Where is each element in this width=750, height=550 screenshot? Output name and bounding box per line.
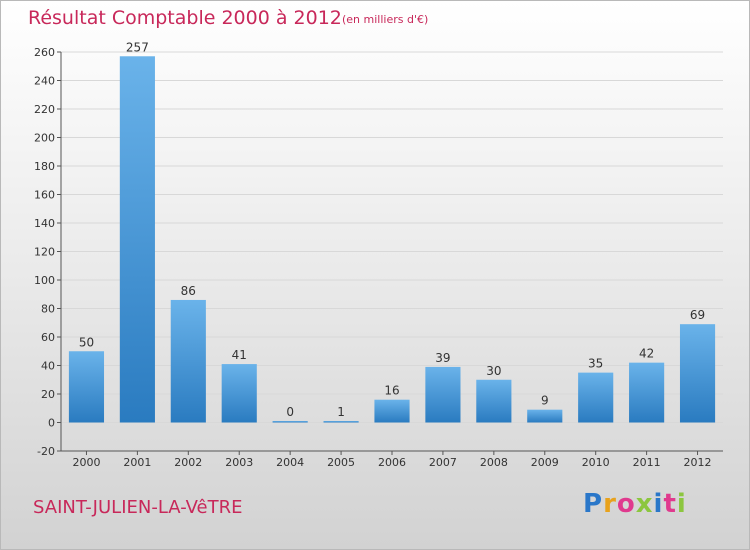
- data-label-2003: 41: [232, 348, 247, 362]
- bar-2001[interactable]: [119, 56, 155, 423]
- axes: -200204060801001201401601802002202402602…: [34, 46, 723, 469]
- logo-letter: o: [616, 489, 636, 519]
- data-label-2009: 9: [541, 394, 549, 408]
- bar-2006[interactable]: [374, 399, 410, 423]
- bar-2004[interactable]: [272, 421, 308, 423]
- logo-letter: x: [635, 489, 654, 519]
- x-tick-label-2000: 2000: [72, 456, 100, 469]
- data-label-2002: 86: [181, 284, 196, 298]
- x-tick-label-2009: 2009: [531, 456, 559, 469]
- data-label-2006: 16: [384, 384, 399, 398]
- bar-2002[interactable]: [170, 299, 206, 423]
- logo-letter: r: [603, 489, 617, 519]
- proxiti-logo[interactable]: Proxiti: [583, 489, 687, 519]
- data-label-2008: 30: [486, 364, 501, 378]
- bar-2012[interactable]: [679, 324, 716, 423]
- bar-2011[interactable]: [629, 362, 665, 423]
- chart-title: Résultat Comptable 2000 à 2012: [28, 7, 342, 29]
- bar-2000[interactable]: [68, 351, 105, 423]
- data-label-2011: 42: [639, 347, 654, 361]
- chart-subtitle: (en milliers d'€): [342, 13, 429, 26]
- y-tick-label: 160: [34, 189, 55, 202]
- bar-2010[interactable]: [578, 372, 614, 423]
- data-label-2000: 50: [79, 335, 94, 349]
- data-label-2005: 1: [337, 405, 345, 419]
- y-tick-label: 240: [34, 75, 55, 88]
- x-tick-label-2007: 2007: [429, 456, 457, 469]
- y-tick-label: 0: [48, 417, 55, 430]
- place-name: SAINT-JULIEN-LA-VêTRE: [33, 497, 243, 518]
- logo-letter: i: [676, 489, 687, 519]
- y-tick-label: 80: [41, 303, 55, 316]
- y-tick-label: 60: [41, 331, 55, 344]
- bars: [68, 56, 716, 423]
- y-tick-label: 180: [34, 160, 55, 173]
- data-label-2004: 0: [286, 405, 294, 419]
- x-tick-label-2010: 2010: [582, 456, 610, 469]
- bar-2008[interactable]: [476, 379, 512, 423]
- data-label-2001: 257: [126, 40, 149, 54]
- y-tick-label: 200: [34, 132, 55, 145]
- y-tick-label: 120: [34, 246, 55, 259]
- data-label-2012: 69: [690, 308, 705, 322]
- x-tick-label-2012: 2012: [684, 456, 712, 469]
- bar-2009[interactable]: [527, 409, 563, 423]
- x-tick-label-2006: 2006: [378, 456, 406, 469]
- y-tick-label: 20: [41, 388, 55, 401]
- y-tick-label: 100: [34, 274, 55, 287]
- bar-2005[interactable]: [323, 421, 359, 423]
- data-labels: 50 257 86 41 0 1 16 39 30 9 35 42 69: [79, 40, 705, 419]
- y-tick-label: 140: [34, 217, 55, 230]
- data-label-2007: 39: [435, 351, 450, 365]
- x-tick-label-2003: 2003: [225, 456, 253, 469]
- logo-letter: P: [583, 489, 604, 519]
- bar-2003[interactable]: [221, 364, 257, 423]
- x-tick-label-2008: 2008: [480, 456, 508, 469]
- logo-letter: t: [663, 489, 677, 519]
- y-tick-label: 220: [34, 103, 55, 116]
- y-tick-label: -20: [37, 445, 55, 458]
- y-tick-label: 40: [41, 360, 55, 373]
- logo-letter: i: [653, 489, 664, 519]
- data-label-2010: 35: [588, 357, 603, 371]
- bar-2007[interactable]: [425, 366, 461, 423]
- x-tick-label-2001: 2001: [123, 456, 151, 469]
- x-tick-label-2005: 2005: [327, 456, 355, 469]
- x-tick-label-2011: 2011: [633, 456, 661, 469]
- x-tick-label-2004: 2004: [276, 456, 304, 469]
- x-tick-label-2002: 2002: [174, 456, 202, 469]
- y-tick-label: 260: [34, 46, 55, 59]
